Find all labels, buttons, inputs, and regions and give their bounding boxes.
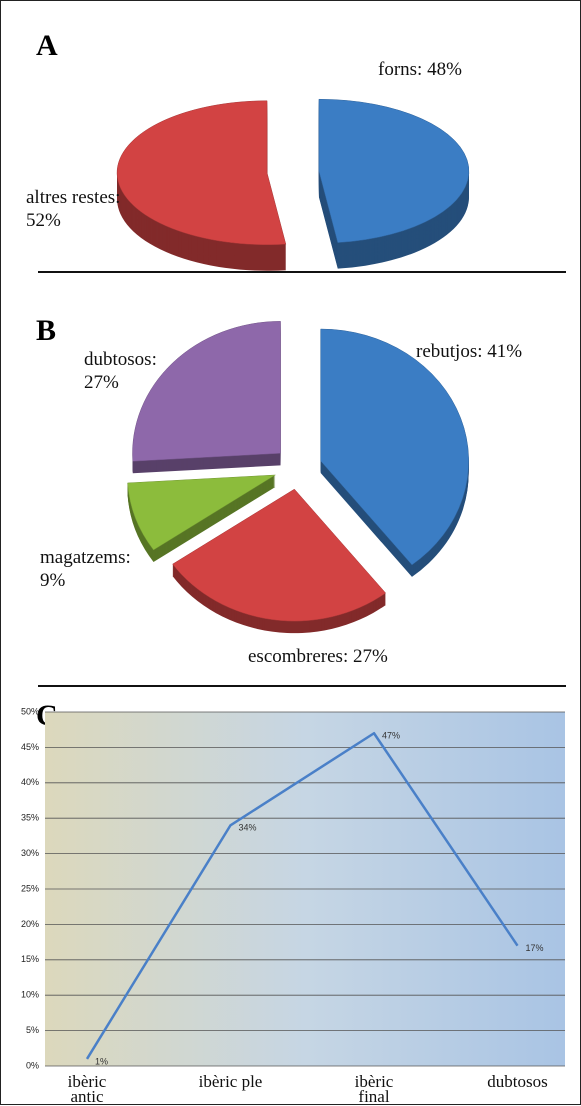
x-tick-label: ibèric ple: [198, 1072, 263, 1091]
pie-slice: [132, 321, 281, 462]
slice-label: forns: 48%: [378, 59, 462, 80]
pie-slice: [127, 474, 276, 551]
y-tick-label: 5%: [26, 1025, 39, 1035]
slice-label: magatzems: 9%: [40, 547, 131, 591]
data-label: 34%: [239, 823, 257, 833]
data-label: 1%: [95, 1056, 108, 1066]
panel-letter: B: [36, 314, 56, 347]
slice-label: altres restes: 52%: [26, 187, 121, 231]
panel-letter: A: [36, 29, 58, 62]
pie-slice: [320, 328, 469, 566]
y-tick-label: 15%: [21, 954, 39, 964]
data-label: 17%: [526, 943, 544, 953]
y-tick-label: 10%: [21, 990, 39, 1000]
y-tick-label: 20%: [21, 919, 39, 929]
slice-label: dubtosos: 27%: [84, 349, 157, 393]
y-tick-label: 50%: [21, 706, 39, 716]
y-tick-label: 0%: [26, 1060, 39, 1070]
slice-label: escombreres: 27%: [248, 646, 388, 667]
slice-label: rebutjos: 41%: [416, 341, 523, 362]
pie-slice: [318, 98, 470, 243]
y-tick-label: 40%: [21, 777, 39, 787]
pie-slice: [172, 488, 387, 622]
y-tick-label: 30%: [21, 848, 39, 858]
y-tick-label: 45%: [21, 742, 39, 752]
pie-slice: [116, 100, 287, 246]
y-tick-label: 35%: [21, 813, 39, 823]
x-tick-label: ibèric final: [354, 1072, 394, 1106]
data-label: 47%: [382, 731, 400, 741]
x-tick-label: dubtosos: [487, 1072, 548, 1091]
y-tick-label: 25%: [21, 883, 39, 893]
data-line: [85, 731, 519, 1060]
x-tick-label: ibèric antic: [67, 1072, 107, 1106]
